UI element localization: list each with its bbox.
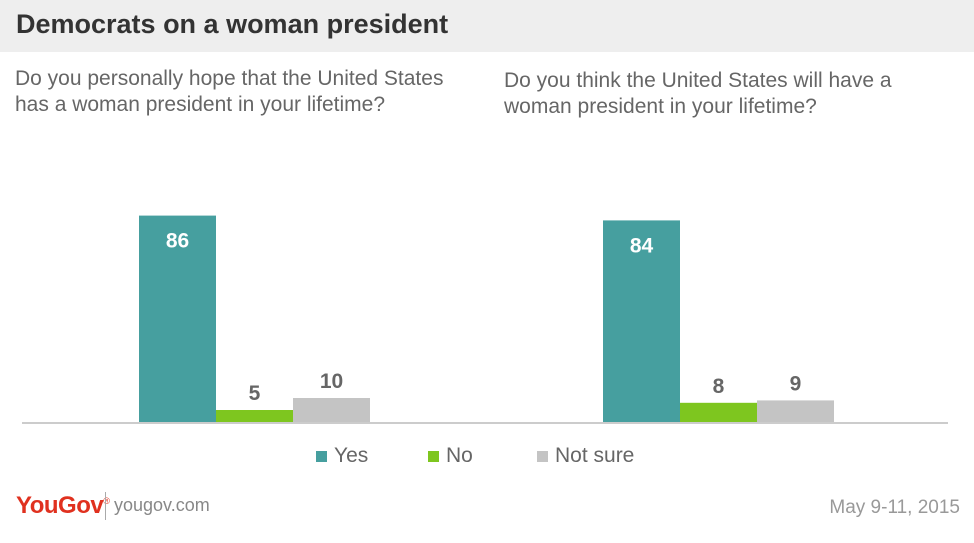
data-label-q2-yes: 84 — [630, 234, 654, 257]
logo-registered-mark: ® — [103, 496, 110, 506]
bar-q2-no — [680, 402, 757, 422]
data-label-q1-yes: 86 — [166, 230, 189, 253]
legend-label-not-sure: Not sure — [555, 444, 635, 467]
yougov-logo: YouGov® — [16, 492, 110, 520]
question-2: Do you think the United States will have… — [504, 69, 892, 118]
legend-item-no: No — [428, 444, 473, 468]
data-label-q2-no: 8 — [713, 375, 725, 398]
legend-label-yes: Yes — [334, 444, 369, 467]
data-label-q1-not-sure: 10 — [320, 370, 343, 393]
footer-divider — [105, 492, 106, 520]
footer-date: May 9-11, 2015 — [829, 497, 960, 518]
bar-q1-no — [216, 410, 293, 422]
legend-swatch-no — [428, 450, 439, 462]
logo-text: YouGov — [16, 492, 104, 519]
legend-swatch-not-sure — [537, 450, 548, 462]
bar-q1-yes — [139, 215, 216, 422]
legend-item-yes: Yes — [316, 444, 368, 468]
data-label-q2-not-sure: 9 — [790, 372, 802, 395]
footer-site-link[interactable]: yougov.com — [114, 495, 210, 515]
legend-swatch-yes — [316, 450, 327, 462]
chart-title: Democrats on a woman president — [16, 9, 449, 39]
title-bar: Democrats on a woman president — [0, 0, 974, 52]
bar-chart: 86 5 10 84 8 9 — [22, 215, 948, 424]
bar-q1-not-sure — [293, 398, 370, 422]
legend-label-no: No — [446, 444, 473, 467]
question-1: Do you personally hope that the United S… — [15, 67, 444, 116]
bar-q2-not-sure — [757, 400, 834, 422]
legend: Yes No Not sure — [0, 444, 974, 470]
data-label-q1-no: 5 — [249, 382, 261, 405]
legend-item-not-sure: Not sure — [537, 444, 634, 468]
bar-q2-yes — [603, 220, 680, 422]
